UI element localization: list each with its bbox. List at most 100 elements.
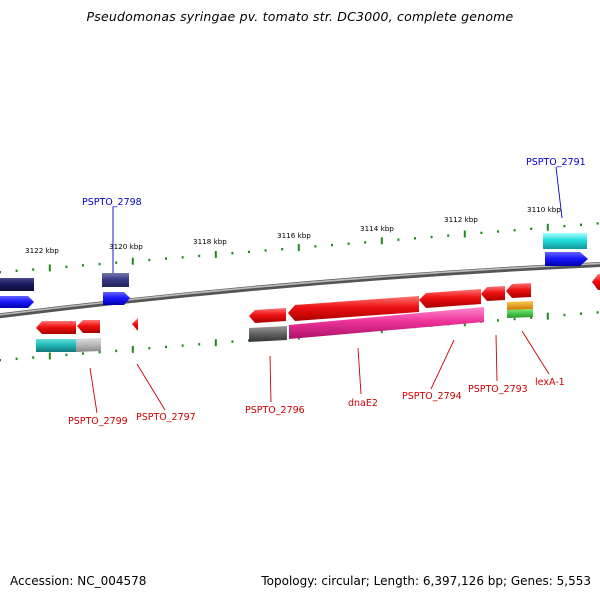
outer-track-minor-tick: [264, 249, 267, 252]
label-pspto-2796[interactable]: PSPTO_2796: [245, 405, 305, 416]
outer-track-minor-tick: [364, 241, 367, 244]
outer-track-major-tick: [131, 257, 134, 265]
kbp-label-3110: 3110 kbp: [527, 205, 561, 214]
gene-lightgray-2799[interactable]: [76, 338, 101, 352]
inner-track-minor-tick: [98, 351, 101, 354]
label-pspto-2791[interactable]: PSPTO_2791: [526, 157, 586, 168]
outer-track-minor-tick: [198, 254, 201, 258]
kbp-label-3120: 3120 kbp: [109, 242, 143, 251]
callout-line-pspto-2791: [555, 166, 563, 219]
inner-track-minor-tick: [32, 356, 35, 359]
label-lexa-1[interactable]: lexA-1: [535, 377, 565, 388]
label-pspto-2793[interactable]: PSPTO_2793: [468, 384, 528, 395]
kbp-label-3112: 3112 kbp: [444, 215, 478, 224]
outer-track-minor-tick: [0, 271, 1, 274]
gene-pspto-2798[interactable]: [102, 273, 129, 287]
outer-track-minor-tick: [480, 231, 483, 235]
gene-pspto-2797[interactable]: [132, 318, 138, 331]
outer-track-minor-tick: [447, 234, 450, 237]
outer-track-minor-tick: [65, 265, 68, 268]
genome-backbone-highlight: [0, 262, 600, 316]
label-pspto-2794[interactable]: PSPTO_2794: [402, 391, 462, 402]
outer-track-minor-tick: [148, 258, 151, 262]
outer-track-minor-tick: [231, 252, 234, 255]
outer-track-major-tick: [214, 250, 217, 258]
outer-track-minor-tick: [430, 235, 433, 239]
inner-track-minor-tick: [497, 319, 499, 322]
inner-track-minor-tick: [181, 344, 184, 347]
label-pspto-2798[interactable]: PSPTO_2798: [82, 197, 142, 208]
outer-track-major-tick: [297, 244, 300, 252]
outer-tick-track: [0, 222, 599, 274]
gene-lexa-1[interactable]: [506, 283, 531, 298]
gene-pspto-2791[interactable]: [543, 233, 587, 249]
gene-magenta-dnae2[interactable]: [289, 307, 484, 339]
label-dnae2[interactable]: dnaE2: [348, 398, 378, 409]
gene-green-lexa[interactable]: [507, 309, 533, 318]
inner-track-minor-tick: [231, 340, 234, 343]
inner-track-minor-tick: [65, 353, 68, 357]
gene-pspto-2796[interactable]: [249, 308, 286, 323]
callout-line-dnae2: [357, 347, 362, 395]
gene-dnae2[interactable]: [288, 296, 419, 321]
outer-track-minor-tick: [331, 243, 333, 247]
outer-track-major-tick: [463, 230, 466, 238]
inner-track-minor-tick: [563, 313, 566, 317]
accession-text: Accession: NC_004578: [10, 574, 147, 588]
outer-track-minor-tick: [513, 229, 516, 232]
gene-pspto-2794[interactable]: [419, 289, 481, 308]
inner-track-major-tick: [131, 345, 134, 353]
outer-track-minor-tick: [530, 227, 533, 230]
inner-track-minor-tick: [198, 343, 201, 346]
outer-track-minor-tick: [596, 222, 599, 225]
map-title: Pseudomonas syringae pv. tomato str. DC3…: [86, 9, 514, 24]
kbp-label-3122: 3122 kbp: [25, 246, 59, 255]
outer-track-major-tick: [48, 264, 51, 272]
inner-track-minor-tick: [165, 345, 167, 349]
callout-line-pspto-2794: [430, 339, 455, 390]
gene-pspto-2793[interactable]: [481, 286, 505, 301]
inner-track-minor-tick: [15, 357, 18, 361]
inner-track-minor-tick: [513, 317, 516, 321]
outer-track-minor-tick: [248, 250, 250, 254]
forward-genes: [0, 233, 600, 308]
gene-blue-left[interactable]: [0, 296, 34, 308]
inner-track-major-tick: [214, 339, 217, 347]
outer-track-minor-tick: [15, 269, 18, 272]
outer-track-minor-tick: [32, 268, 35, 271]
outer-track-minor-tick: [82, 264, 84, 267]
gene-blue-2798-below[interactable]: [103, 292, 130, 305]
label-pspto-2799[interactable]: PSPTO_2799: [68, 416, 128, 427]
gene-gray-2796[interactable]: [249, 326, 287, 342]
gene-blue-2791-below[interactable]: [545, 252, 588, 266]
outer-track-major-tick: [546, 223, 549, 231]
outer-track-minor-tick: [98, 262, 101, 266]
callout-line-pspto-2799: [89, 367, 98, 414]
inner-track-major-tick: [546, 312, 549, 320]
callout-line-pspto-2797: [136, 363, 166, 411]
outer-track-minor-tick: [580, 223, 582, 226]
callout-line-lexa-1: [521, 330, 550, 375]
outer-track-minor-tick: [115, 261, 118, 264]
outer-track-minor-tick: [165, 257, 167, 260]
outer-track-minor-tick: [414, 237, 416, 240]
kbp-label-3114: 3114 kbp: [360, 224, 394, 233]
gene-red-2799a[interactable]: [36, 321, 76, 334]
gene-navy-left[interactable]: [0, 278, 34, 291]
inner-track-minor-tick: [0, 359, 1, 362]
callout-lines: [89, 166, 563, 414]
gene-orange-lexa[interactable]: [507, 301, 533, 310]
gene-red-edge-right[interactable]: [592, 274, 600, 290]
callout-line-pspto-2793: [495, 334, 498, 382]
gene-teal-2799[interactable]: [36, 339, 76, 352]
genome-backbone: [0, 261, 600, 319]
gene-red-2799b[interactable]: [77, 320, 100, 333]
outer-track-minor-tick: [563, 224, 566, 228]
label-pspto-2797[interactable]: PSPTO_2797: [136, 412, 196, 423]
outer-track-minor-tick: [347, 242, 350, 245]
outer-track-major-tick: [380, 237, 383, 245]
outer-track-minor-tick: [281, 248, 284, 251]
kbp-label-3116: 3116 kbp: [277, 231, 311, 240]
inner-track-minor-tick: [596, 311, 599, 314]
